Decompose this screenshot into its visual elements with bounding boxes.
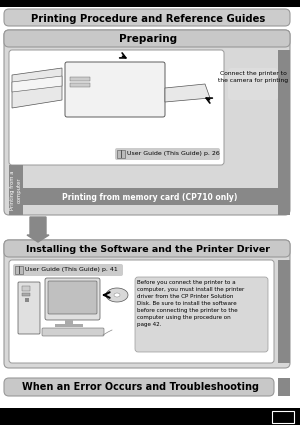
Bar [25,298,29,302]
Bar [117,150,125,158]
FancyBboxPatch shape [4,9,290,26]
FancyBboxPatch shape [4,30,290,47]
Bar [9,165,23,215]
Text: Before you connect the printer to a
computer, you must install the printer
drive: Before you connect the printer to a comp… [137,280,244,327]
Polygon shape [106,288,128,302]
Bar [22,286,30,291]
FancyBboxPatch shape [45,278,100,320]
Text: Printing from a
computer: Printing from a computer [11,170,22,210]
Polygon shape [12,76,62,92]
Polygon shape [165,84,210,102]
Bar [55,324,83,327]
Bar [23,188,278,205]
Text: Printing from memory card (CP710 only): Printing from memory card (CP710 only) [62,193,238,201]
Text: Connect the printer to
the camera for printing: Connect the printer to the camera for pr… [218,71,288,82]
Bar [15,266,23,274]
Bar [272,411,294,423]
Text: User Guide (This Guide) p. 26: User Guide (This Guide) p. 26 [127,151,220,156]
FancyBboxPatch shape [48,281,97,314]
Text: User Guide (This Guide) p. 41: User Guide (This Guide) p. 41 [25,267,118,272]
FancyBboxPatch shape [65,62,165,117]
Polygon shape [12,68,62,108]
Bar [278,260,290,363]
FancyBboxPatch shape [115,148,220,160]
Bar [70,83,90,87]
Bar [22,293,30,296]
Bar [121,150,122,158]
Bar [0,0,300,7]
FancyBboxPatch shape [9,260,274,363]
FancyBboxPatch shape [9,50,224,165]
FancyBboxPatch shape [4,30,290,215]
Bar [65,320,73,325]
FancyBboxPatch shape [4,378,274,396]
FancyBboxPatch shape [4,240,290,257]
Bar [0,408,300,425]
FancyBboxPatch shape [18,282,40,334]
Bar [70,77,90,81]
FancyBboxPatch shape [13,264,123,276]
FancyBboxPatch shape [4,240,290,368]
Text: Printing Procedure and Reference Guides: Printing Procedure and Reference Guides [31,14,265,23]
Bar [19,266,20,274]
FancyBboxPatch shape [228,68,278,100]
FancyBboxPatch shape [42,328,104,336]
Text: When an Error Occurs and Troubleshooting: When an Error Occurs and Troubleshooting [22,382,259,393]
Text: Preparing: Preparing [119,34,177,44]
FancyArrow shape [27,217,49,242]
Polygon shape [114,293,120,297]
Text: Installing the Software and the Printer Driver: Installing the Software and the Printer … [26,245,270,254]
Bar [278,50,290,215]
FancyBboxPatch shape [135,277,268,352]
Bar [278,378,290,396]
